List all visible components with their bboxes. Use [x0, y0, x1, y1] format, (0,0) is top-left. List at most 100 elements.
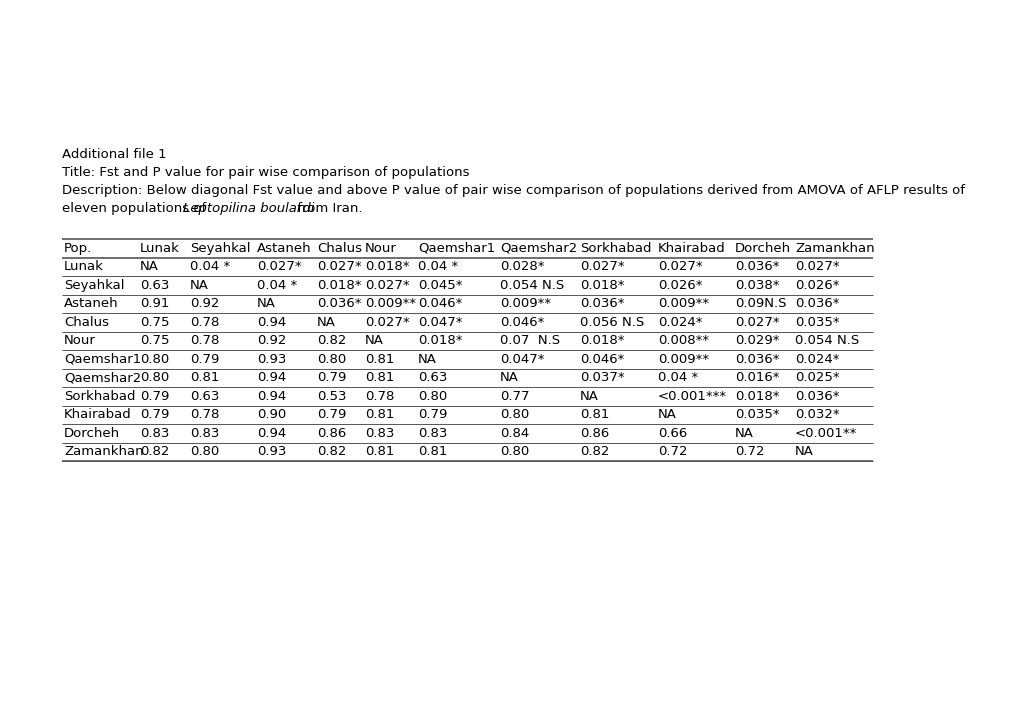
Text: Chalus: Chalus [317, 242, 362, 255]
Text: 0.90: 0.90 [257, 408, 286, 421]
Text: 0.63: 0.63 [190, 390, 219, 402]
Text: Title: Fst and P value for pair wise comparison of populations: Title: Fst and P value for pair wise com… [62, 166, 469, 179]
Text: 0.94: 0.94 [257, 427, 286, 440]
Text: NA: NA [317, 316, 335, 329]
Text: NA: NA [794, 445, 813, 458]
Text: 0.046*: 0.046* [418, 297, 462, 310]
Text: Astaneh: Astaneh [64, 297, 118, 310]
Text: Khairabad: Khairabad [657, 242, 726, 255]
Text: 0.83: 0.83 [140, 427, 169, 440]
Text: 0.054 N.S: 0.054 N.S [499, 279, 564, 292]
Text: 0.027*: 0.027* [794, 260, 839, 274]
Text: 0.036*: 0.036* [735, 353, 779, 366]
Text: 0.91: 0.91 [140, 297, 169, 310]
Text: Seyahkal: Seyahkal [190, 242, 251, 255]
Text: 0.80: 0.80 [140, 372, 169, 384]
Text: NA: NA [190, 279, 209, 292]
Text: Dorcheh: Dorcheh [735, 242, 791, 255]
Text: NA: NA [735, 427, 753, 440]
Text: 0.045*: 0.045* [418, 279, 462, 292]
Text: Zamankhan: Zamankhan [794, 242, 873, 255]
Text: 0.79: 0.79 [317, 408, 346, 421]
Text: 0.046*: 0.046* [499, 316, 544, 329]
Text: 0.024*: 0.024* [794, 353, 839, 366]
Text: 0.79: 0.79 [317, 372, 346, 384]
Text: 0.035*: 0.035* [794, 316, 839, 329]
Text: 0.027*: 0.027* [257, 260, 302, 274]
Text: 0.79: 0.79 [190, 353, 219, 366]
Text: 0.53: 0.53 [317, 390, 346, 402]
Text: 0.82: 0.82 [140, 445, 169, 458]
Text: Zamankhan: Zamankhan [64, 445, 144, 458]
Text: 0.04 *: 0.04 * [257, 279, 297, 292]
Text: 0.036*: 0.036* [317, 297, 361, 310]
Text: Lunak: Lunak [140, 242, 179, 255]
Text: 0.018*: 0.018* [580, 279, 624, 292]
Text: 0.009**: 0.009** [657, 353, 708, 366]
Text: 0.83: 0.83 [418, 427, 447, 440]
Text: 0.009**: 0.009** [365, 297, 416, 310]
Text: 0.018*: 0.018* [735, 390, 779, 402]
Text: Qaemshar1: Qaemshar1 [418, 242, 495, 255]
Text: 0.82: 0.82 [317, 445, 346, 458]
Text: 0.84: 0.84 [499, 427, 529, 440]
Text: 0.035*: 0.035* [735, 408, 779, 421]
Text: 0.82: 0.82 [580, 445, 608, 458]
Text: 0.94: 0.94 [257, 316, 286, 329]
Text: 0.024*: 0.024* [657, 316, 702, 329]
Text: 0.027*: 0.027* [317, 260, 362, 274]
Text: 0.032*: 0.032* [794, 408, 839, 421]
Text: 0.054 N.S: 0.054 N.S [794, 334, 858, 347]
Text: 0.036*: 0.036* [794, 390, 839, 402]
Text: 0.63: 0.63 [140, 279, 169, 292]
Text: 0.036*: 0.036* [735, 260, 779, 274]
Text: 0.04 *: 0.04 * [418, 260, 458, 274]
Text: Leptopilina boulardi: Leptopilina boulardi [182, 202, 314, 215]
Text: Dorcheh: Dorcheh [64, 427, 120, 440]
Text: NA: NA [365, 334, 383, 347]
Text: 0.83: 0.83 [190, 427, 219, 440]
Text: Seyahkal: Seyahkal [64, 279, 124, 292]
Text: 0.78: 0.78 [190, 408, 219, 421]
Text: 0.04 *: 0.04 * [657, 372, 698, 384]
Text: 0.026*: 0.026* [794, 279, 839, 292]
Text: 0.018*: 0.018* [580, 334, 624, 347]
Text: Additional file 1: Additional file 1 [62, 148, 166, 161]
Text: 0.009**: 0.009** [499, 297, 550, 310]
Text: 0.037*: 0.037* [580, 372, 624, 384]
Text: NA: NA [418, 353, 436, 366]
Text: from Iran.: from Iran. [292, 202, 362, 215]
Text: 0.81: 0.81 [365, 445, 394, 458]
Text: 0.75: 0.75 [140, 316, 169, 329]
Text: Khairabad: Khairabad [64, 408, 131, 421]
Text: Qaemshar1: Qaemshar1 [64, 353, 141, 366]
Text: 0.81: 0.81 [580, 408, 608, 421]
Text: 0.80: 0.80 [190, 445, 219, 458]
Text: 0.046*: 0.046* [580, 353, 624, 366]
Text: 0.036*: 0.036* [794, 297, 839, 310]
Text: 0.056 N.S: 0.056 N.S [580, 316, 644, 329]
Text: 0.80: 0.80 [317, 353, 345, 366]
Text: Qaemshar2: Qaemshar2 [499, 242, 577, 255]
Text: 0.80: 0.80 [140, 353, 169, 366]
Text: Sorkhabad: Sorkhabad [64, 390, 136, 402]
Text: 0.86: 0.86 [580, 427, 608, 440]
Text: 0.80: 0.80 [499, 445, 529, 458]
Text: 0.038*: 0.038* [735, 279, 779, 292]
Text: <0.001***: <0.001*** [657, 390, 727, 402]
Text: 0.018*: 0.018* [365, 260, 409, 274]
Text: 0.025*: 0.025* [794, 372, 839, 384]
Text: 0.018*: 0.018* [317, 279, 361, 292]
Text: Lunak: Lunak [64, 260, 104, 274]
Text: 0.66: 0.66 [657, 427, 687, 440]
Text: 0.78: 0.78 [190, 316, 219, 329]
Text: 0.09N.S: 0.09N.S [735, 297, 786, 310]
Text: 0.94: 0.94 [257, 390, 286, 402]
Text: 0.016*: 0.016* [735, 372, 779, 384]
Text: 0.82: 0.82 [317, 334, 346, 347]
Text: 0.81: 0.81 [418, 445, 447, 458]
Text: 0.027*: 0.027* [365, 316, 410, 329]
Text: Qaemshar2: Qaemshar2 [64, 372, 141, 384]
Text: 0.027*: 0.027* [657, 260, 702, 274]
Text: NA: NA [499, 372, 519, 384]
